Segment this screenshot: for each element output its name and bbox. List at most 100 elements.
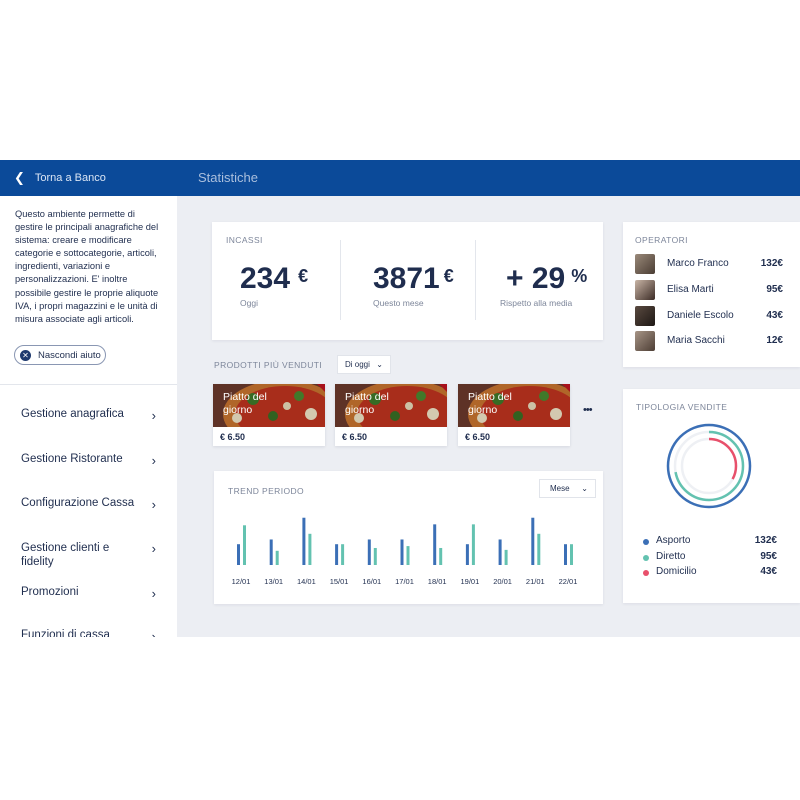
sidebar-item-funzioni-cassa[interactable]: Funzioni di cassa › [21,629,156,637]
kpi-value: 3871 € [373,262,454,295]
trend-bar-b-2 [308,533,312,565]
trend-label: TREND PERIODO [228,486,305,496]
hide-help-button[interactable]: ✕ Nascondi aiuto [14,345,106,365]
trend-bar-a-5 [400,539,404,565]
trend-bar-b-6 [439,547,443,565]
trend-tick-label: 14/01 [297,577,316,586]
product-card[interactable]: Piatto del giorno € 6.50 [335,384,447,446]
trend-filter-select[interactable]: Mese ⌄ [539,479,596,498]
trend-card: TREND PERIODO Mese ⌄ 12/01 13/01 14/01 15/0… [214,471,603,604]
trend-bar-b-9 [537,533,541,565]
chevron-right-icon: › [151,586,156,601]
top-bar: ❮ Torna a Banco Statistiche [0,160,800,196]
sidebar-item-configurazione-cassa[interactable]: Configurazione Cassa › [21,497,156,512]
product-card[interactable]: Piatto del giorno € 6.50 [458,384,570,446]
hide-help-label: Nascondi aiuto [38,349,101,361]
trend-chart: 12/01 13/01 14/01 15/01 16/01 17/01 18/01 19/01… [232,517,578,586]
product-name: Piatto del giorno [223,391,267,416]
chevron-down-icon: ⌄ [376,360,383,369]
product-image: Piatto del giorno [458,384,570,427]
pizza-image [458,384,570,427]
trend-bar-a-9 [531,517,535,565]
chevron-right-icon: › [151,453,156,468]
trend-tick-label: 20/01 [493,577,512,586]
help-text: Questo ambiente permette di gestire le p… [15,209,159,324]
trend-bar-a-7 [465,544,469,565]
kpi-divider [340,240,341,320]
kpi-caption: Oggi [240,298,258,308]
trend-tick-label: 13/01 [264,577,283,586]
product-card[interactable]: Piatto del giorno € 6.50 [213,384,325,446]
sidebar-item-label: Configurazione Cassa [21,497,135,509]
operator-row[interactable]: Daniele Escolo 43€ [635,306,783,326]
kpi-value: 234 € [240,262,309,295]
trend-tick-label: 22/01 [559,577,578,586]
prodotti-filter-select[interactable]: Di oggi ⌄ [337,355,391,374]
trend-bar-a-6 [433,524,437,565]
sidebar-item-gestione-anagrafica[interactable]: Gestione anagrafica › [21,408,156,423]
sidebar: Questo ambiente permette di gestire le p… [0,196,177,637]
trend-bar-a-8 [498,539,502,565]
product-name: Piatto del giorno [345,391,389,416]
trend-tick-label: 19/01 [461,577,480,586]
product-price: € 6.50 [220,432,246,442]
page-title: Statistiche [198,170,258,185]
avatar [635,280,655,300]
trend-bar-b-10 [570,544,573,565]
trend-bar-b-5 [406,546,410,565]
sidebar-item-gestione-clienti[interactable]: Gestione clienti e fidelity › [21,541,156,569]
trend-tick-label: 17/01 [395,577,414,586]
legend-dot [643,539,649,545]
avatar [635,254,655,274]
ring-arc-1 [673,430,745,502]
tipologia-label: TIPOLOGIA VENDITE [636,402,728,412]
legend-item-domicilio: Domicilio 43€ [643,566,777,580]
sidebar-item-label: Funzioni di cassa [21,629,110,637]
operator-row[interactable]: Marco Franco 132€ [635,254,783,274]
chevron-right-icon: › [151,497,156,512]
kpi-rispetto-media: + 29% Rispetto alla media [500,222,599,342]
ring-arc-2 [680,437,738,495]
sidebar-divider [0,384,177,385]
sidebar-item-promozioni[interactable]: Promozioni › [21,586,156,601]
chevron-down-icon: ⌄ [581,484,588,493]
trend-tick-label: 16/01 [362,577,381,586]
trend-bar-a-10 [564,544,567,565]
trend-tick-label: 18/01 [428,577,447,586]
kpi-oggi: 234 € Oggi [240,222,350,342]
tipologia-card: TIPOLOGIA VENDITE Asporto 132€ Diretto 9… [623,389,800,603]
avatar [635,306,655,326]
pizza-image [335,384,447,427]
sidebar-item-label: Gestione anagrafica [21,408,124,420]
chevron-right-icon: › [151,541,156,556]
trend-bar-b-3 [341,544,345,565]
sidebar-item-label: Gestione clienti e fidelity [21,542,110,568]
legend-dot [643,555,649,561]
legend-item-asporto: Asporto 132€ [643,535,777,549]
back-button[interactable]: ❮ Torna a Banco [14,160,106,196]
product-price: € 6.50 [465,432,491,442]
ring-arc-0 [666,423,752,509]
sidebar-item-gestione-ristorante[interactable]: Gestione Ristorante › [21,453,156,468]
prodotti-label: PRODOTTI PIÙ VENDUTI [214,360,323,370]
kpi-divider [475,240,476,320]
operatori-card: OPERATORI Marco Franco 132€ Elisa Marti … [623,222,800,367]
kpi-caption: Rispetto alla media [500,298,573,308]
product-price: € 6.50 [342,432,368,442]
kpi-value: + 29% [506,262,588,295]
product-image: Piatto del giorno [335,384,447,427]
operator-row[interactable]: Maria Sacchi 12€ [635,331,783,351]
sidebar-item-label: Promozioni [21,586,79,598]
operatori-label: OPERATORI [635,235,688,245]
more-products-button[interactable]: ••• [583,404,593,416]
trend-tick-label: 21/01 [526,577,545,586]
back-label: Torna a Banco [34,172,106,184]
close-icon: ✕ [20,349,31,361]
trend-bar-b-1 [275,550,279,565]
incassi-label: INCASSI [226,235,263,245]
trend-tick-label: 15/01 [330,577,349,586]
trend-bar-a-2 [302,517,306,565]
operator-row[interactable]: Elisa Marti 95€ [635,280,783,300]
incassi-card: INCASSI 234 € Oggi 3871 € Questo mese + 29… [212,222,603,340]
kpi-caption: Questo mese [373,298,424,308]
